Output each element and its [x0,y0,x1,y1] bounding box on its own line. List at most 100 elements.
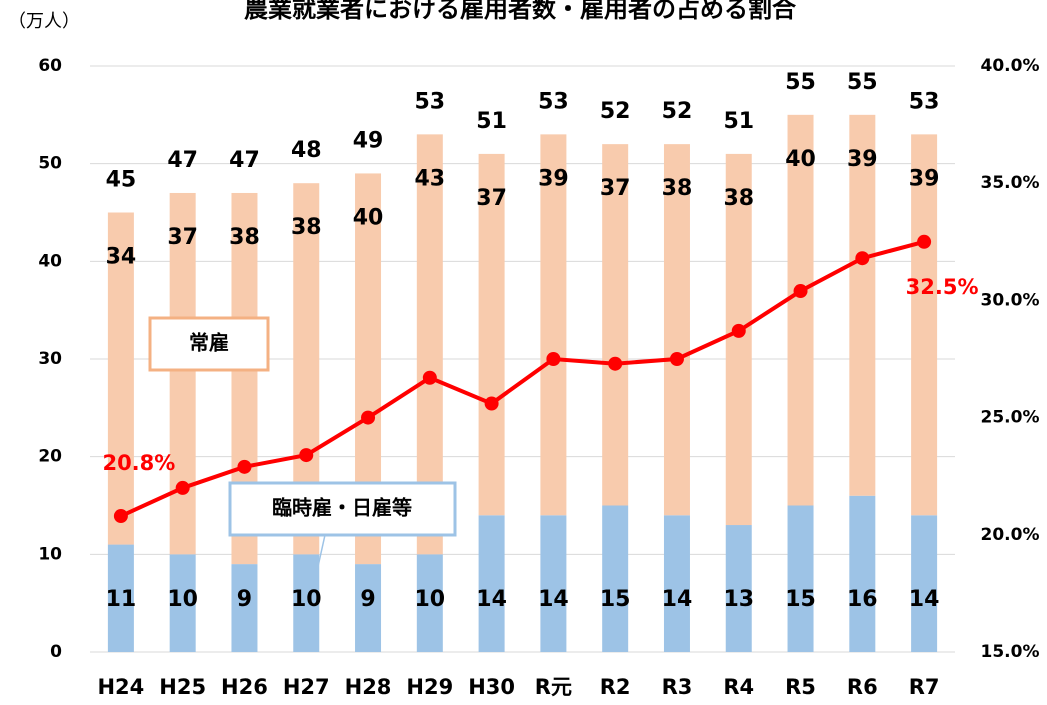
y-tick-label: 30 [38,349,62,369]
legend-label: 臨時雇・日雇等 [272,496,412,520]
data-label: 39 [538,166,569,191]
bar-segment [787,114,814,506]
data-label: 15 [785,587,816,612]
bar-segment [663,515,690,652]
bar-segment [602,144,629,506]
x-tick-label: R元 [535,675,572,699]
data-label: 40 [785,147,816,172]
x-tick-label: H24 [97,675,144,699]
bar-segment [725,153,752,526]
x-tick-label: H25 [159,675,206,699]
ratio-point [608,356,623,371]
x-tick-label: R2 [600,675,631,699]
data-label: 39 [909,166,940,191]
x-tick-label: H29 [406,675,453,699]
data-label: 9 [237,587,252,612]
total-label: 55 [847,70,878,95]
data-label: 37 [476,186,507,211]
total-label: 47 [229,148,260,173]
y-tick-label: 0 [50,642,62,662]
ratio-point [855,251,870,266]
bar-segment [602,505,629,652]
bar-segment [169,554,196,652]
x-tick-label: R4 [723,675,754,699]
total-label: 47 [167,148,198,173]
legend-box [228,481,457,537]
bar-segment [478,153,505,516]
bar-segment [478,515,505,652]
data-label: 14 [909,587,940,612]
ratio-point [237,459,252,474]
bar-segment [355,564,382,652]
ratio-line [120,239,925,518]
x-tick-label: H28 [345,675,392,699]
data-label: 38 [229,225,260,250]
y2-tick-label: 30.0% [981,290,1040,310]
total-label: 48 [291,138,322,163]
ratio-point [175,480,190,495]
y2-tick-label: 15.0% [981,642,1040,662]
bar-segment [231,564,258,652]
data-label: 10 [415,587,446,612]
ratio-label: 32.5% [906,275,979,299]
total-label: 51 [723,109,754,134]
total-label: 45 [106,168,137,193]
data-label: 10 [291,587,322,612]
x-tick-label: H27 [283,675,330,699]
x-tick-label: R7 [909,675,940,699]
data-label: 40 [353,205,384,230]
data-label: 14 [538,587,569,612]
bar-segment [540,515,567,652]
legend-label: 常雇 [189,331,229,355]
data-label: 14 [476,587,507,612]
y-axis-label: （万人） [8,11,80,32]
data-label: 39 [847,147,878,172]
bar-segment [293,554,320,652]
bar-segment [849,114,876,496]
y-tick-label: 50 [38,154,62,174]
data-label: 38 [291,215,322,240]
bar-segment [911,134,938,516]
y-tick-label: 20 [38,447,62,467]
data-label: 37 [167,225,198,250]
data-label: 16 [847,587,878,612]
y-tick-label: 10 [38,544,62,564]
total-label: 53 [538,89,569,114]
y-tick-label: 40 [38,251,62,271]
x-tick-label: H30 [468,675,515,699]
data-label: 9 [360,587,375,612]
total-label: 49 [353,128,384,153]
data-label: 43 [415,166,446,191]
bar-segment [540,134,567,516]
data-label: 10 [167,587,198,612]
total-label: 52 [662,99,693,124]
ratio-point [299,448,314,463]
data-label: 11 [106,587,137,612]
total-label: 51 [476,109,507,134]
data-label: 15 [600,587,631,612]
bar-segment [416,554,443,652]
y2-tick-label: 40.0% [981,56,1040,76]
x-tick-label: H26 [221,675,268,699]
x-tick-label: R3 [662,675,693,699]
ratio-point [422,370,437,385]
total-label: 52 [600,99,631,124]
total-label: 53 [415,89,446,114]
data-label: 38 [723,186,754,211]
legend-box [148,316,270,372]
ratio-point [484,396,499,411]
ratio-point [917,234,932,249]
ratio-point [669,352,684,366]
data-label: 37 [600,176,631,201]
ratio-point [361,410,376,425]
data-label: 34 [106,245,137,270]
total-label: 53 [909,89,940,114]
bar-segment [787,505,814,652]
ratio-point [793,284,808,299]
ratio-point [113,509,128,524]
ratio-label: 20.8% [102,451,175,475]
bar-segment [911,515,938,652]
bar-segment [663,144,690,516]
bar-segment [849,495,876,652]
